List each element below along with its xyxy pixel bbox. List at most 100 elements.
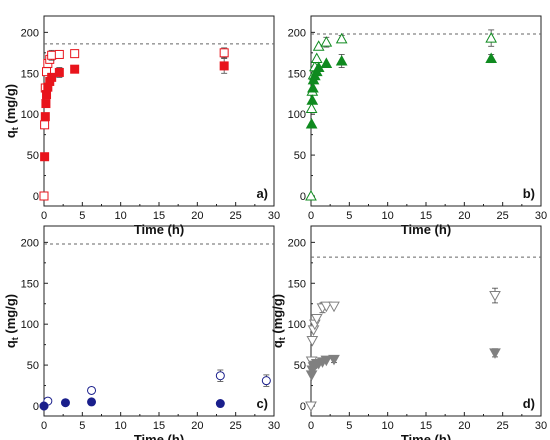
y-axis-title-main: q: [270, 340, 285, 348]
series-open-circle: [39, 369, 271, 411]
x-tick-label: 0: [308, 420, 314, 432]
y-tick-label: 150: [21, 68, 39, 80]
y-tick-label: 150: [288, 278, 306, 290]
data-point: [47, 72, 57, 82]
data-point: [335, 32, 348, 44]
y-tick-label: 100: [21, 109, 39, 121]
y-axis-title: qt (mg/g): [3, 294, 20, 348]
data-point: [39, 191, 49, 201]
y-tick-label: 0: [33, 191, 39, 203]
y-tick-label: 0: [33, 401, 39, 413]
data-point: [54, 49, 64, 59]
x-tick-label: 15: [420, 210, 432, 222]
x-tick-label: 25: [497, 210, 509, 222]
x-tick-label: 10: [382, 210, 394, 222]
plot-frame: [310, 225, 542, 417]
y-tick-label: 100: [288, 319, 306, 331]
y-tick-label: 150: [21, 278, 39, 290]
y-tick-label: 50: [294, 150, 306, 162]
x-tick-label: 30: [268, 210, 280, 222]
y-axis-title-sub: t: [10, 337, 20, 340]
plot-frame: [43, 225, 275, 417]
series-open-triangle-down: [305, 287, 501, 413]
data-point: [320, 301, 333, 313]
series-filled-triangle-down: [305, 348, 501, 381]
data-point: [39, 401, 49, 411]
x-tick-label: 30: [535, 210, 547, 222]
data-point: [328, 354, 340, 366]
y-tick-label: 200: [288, 27, 306, 39]
y-axis-title-main: q: [3, 340, 18, 348]
panel-b: 0 5 10 15 20 25 30 0 50 100 150 200 Time (h) b): [288, 15, 547, 237]
y-tick-label: 100: [288, 109, 306, 121]
panel-c: 0 5 10 15 20 25 30 0 50 100 150 200 Time (h) qt (mg/g…: [3, 225, 280, 440]
data-point: [320, 57, 333, 68]
data-point: [310, 52, 323, 64]
y-axis-title-sub: t: [277, 337, 287, 340]
data-point: [219, 61, 229, 71]
data-point: [485, 32, 498, 43]
x-tick-label: 5: [79, 210, 85, 222]
data-point: [306, 94, 319, 105]
data-point: [305, 117, 318, 129]
data-point: [305, 189, 317, 201]
data-point: [310, 313, 323, 325]
data-point: [215, 371, 225, 381]
data-point: [70, 49, 80, 59]
data-point: [261, 376, 271, 386]
y-axis-title-sub: t: [10, 127, 20, 130]
series-filled-circle: [39, 397, 225, 411]
series-filled-triangle-up: [305, 52, 498, 129]
data-point: [215, 399, 225, 409]
panel-label: c): [256, 396, 268, 411]
x-tick-label: 20: [191, 210, 203, 222]
data-point: [320, 36, 333, 47]
x-tick-label: 0: [41, 210, 47, 222]
panel-label: d): [523, 396, 535, 411]
series-open-triangle-up: [305, 29, 498, 201]
data-point: [41, 99, 51, 109]
y-axis-title-unit: (mg/g): [270, 294, 285, 337]
x-tick-label: 25: [497, 420, 509, 432]
y-tick-label: 0: [300, 191, 306, 203]
data-point: [489, 348, 501, 359]
data-point: [489, 291, 501, 302]
y-tick-label: 200: [288, 237, 306, 249]
data-point: [305, 102, 318, 113]
x-tick-label: 0: [308, 210, 314, 222]
data-point: [335, 54, 348, 66]
data-point: [47, 50, 57, 60]
data-point: [54, 67, 64, 77]
x-tick-label: 10: [115, 420, 127, 432]
x-axis-title: Time (h): [401, 222, 451, 237]
data-point: [307, 81, 319, 93]
x-tick-label: 30: [268, 420, 280, 432]
series-filled-square: [40, 58, 229, 162]
plot-frame: [310, 15, 542, 207]
data-point: [60, 398, 70, 408]
x-tick-label: 15: [420, 420, 432, 432]
data-point: [40, 112, 50, 122]
y-axis-title-unit: (mg/g): [3, 294, 18, 337]
data-point: [305, 401, 317, 413]
data-point: [87, 385, 97, 395]
data-point: [87, 397, 97, 407]
data-point: [40, 120, 50, 130]
y-tick-label: 0: [300, 401, 306, 413]
data-point: [219, 48, 229, 58]
y-axis-title-unit: (mg/g): [3, 84, 18, 127]
y-tick-label: 50: [294, 360, 306, 372]
x-tick-label: 5: [346, 210, 352, 222]
y-axis-title: qt (mg/g): [3, 84, 20, 138]
x-tick-label: 30: [535, 420, 547, 432]
data-point: [485, 52, 498, 64]
x-tick-label: 10: [382, 420, 394, 432]
data-point: [328, 301, 340, 313]
data-point: [320, 355, 333, 367]
y-tick-label: 150: [288, 68, 306, 80]
data-point: [40, 152, 50, 162]
x-tick-label: 20: [458, 420, 470, 432]
x-tick-label: 15: [153, 420, 165, 432]
x-tick-label: 10: [115, 210, 127, 222]
